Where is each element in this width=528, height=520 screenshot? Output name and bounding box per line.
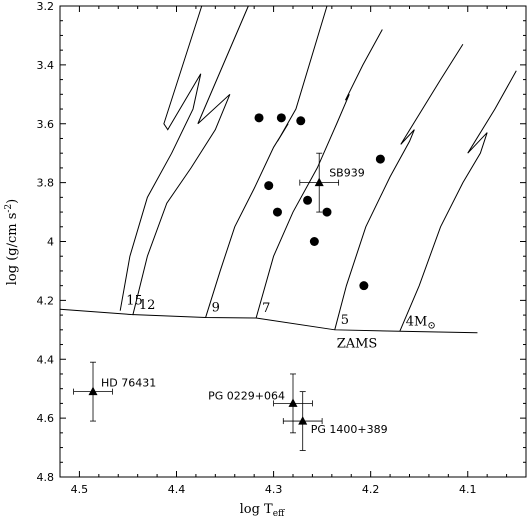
filled-circle-point [303,195,313,205]
evolutionary-track [255,29,383,319]
filled-circle-point [272,207,282,217]
filled-circle-point [296,116,306,126]
x-tick-label: 4.5 [71,483,89,496]
triangle-star-point [314,177,324,187]
data-points [73,113,385,451]
filled-circle-point [375,154,385,164]
x-tick-label: 4.3 [265,483,283,496]
filled-circle-point [276,113,286,123]
y-tick-label: 4.2 [37,294,55,307]
y-axis-label-sup: -2 [4,204,14,213]
filled-circle-point [309,237,319,246]
y-tick-label: 3.8 [37,177,55,190]
track-mass-label: 7 [262,301,270,316]
evolutionary-track [334,44,464,330]
zams-label: ZAMS [337,336,378,351]
star-name-label: HD 76431 [101,377,156,390]
evolutionary-tracks [119,5,517,332]
track-mass-label: 15 [126,294,143,309]
y-tick-label: 3.2 [37,0,55,13]
y-axis-label: log (g/cm s-2) [4,199,20,285]
x-tick-label: 4.1 [459,483,477,496]
evolutionary-track [399,70,517,332]
track-mass-label: 4M⊙ [406,314,436,331]
y-axis-label-close: ) [5,199,20,204]
filled-circle-point [254,113,264,123]
evolutionary-track [119,5,203,311]
x-axis-label-sub: eff [273,509,285,519]
track-mass-label: 5 [341,313,349,328]
solar-mass-symbol: ⊙ [427,320,435,331]
evolutionary-track [132,5,249,316]
y-tick-label: 4.4 [37,353,55,366]
star-name-label: PG 1400+389 [311,423,388,436]
filled-circle-point [322,207,332,217]
x-tick-label: 4.4 [168,483,186,496]
y-tick-label: 3.6 [37,118,55,131]
track-mass-label: 9 [212,300,220,315]
zams-line [59,308,478,334]
y-tick-label: 4.6 [37,412,55,425]
axis-ticks: 4.5 4.4 4.3 4.2 4.1 3.2 3.4 3.6 3.8 4 4.2 4.4 4.6 4.8 [37,0,527,496]
triangle-star-point [288,398,298,407]
x-tick-label: 4.2 [362,483,380,496]
star-name-label: PG 0229+064 [208,389,285,402]
y-tick-label: 3.4 [37,59,55,72]
filled-circle-point [359,281,369,291]
triangle-star-point [298,416,308,425]
y-tick-label: 4 [47,236,54,249]
star-name-label: SB939 [329,167,365,180]
zams-line-group [59,308,478,334]
y-axis-label-main: log (g/cm s [5,213,20,286]
triangle-star-point [88,386,98,396]
x-axis-label: log Teff [240,502,285,519]
x-axis-label-main: log T [240,502,273,517]
filled-circle-point [264,181,274,191]
y-tick-label: 4.8 [37,471,55,484]
track-mass-label: 12 [139,298,156,313]
evolutionary-track [205,5,328,318]
